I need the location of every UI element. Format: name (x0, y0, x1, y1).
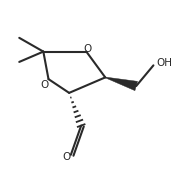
Text: O: O (41, 80, 49, 90)
Text: O: O (62, 152, 71, 162)
Text: OH: OH (156, 58, 172, 68)
Text: O: O (84, 44, 92, 54)
Polygon shape (105, 77, 137, 91)
